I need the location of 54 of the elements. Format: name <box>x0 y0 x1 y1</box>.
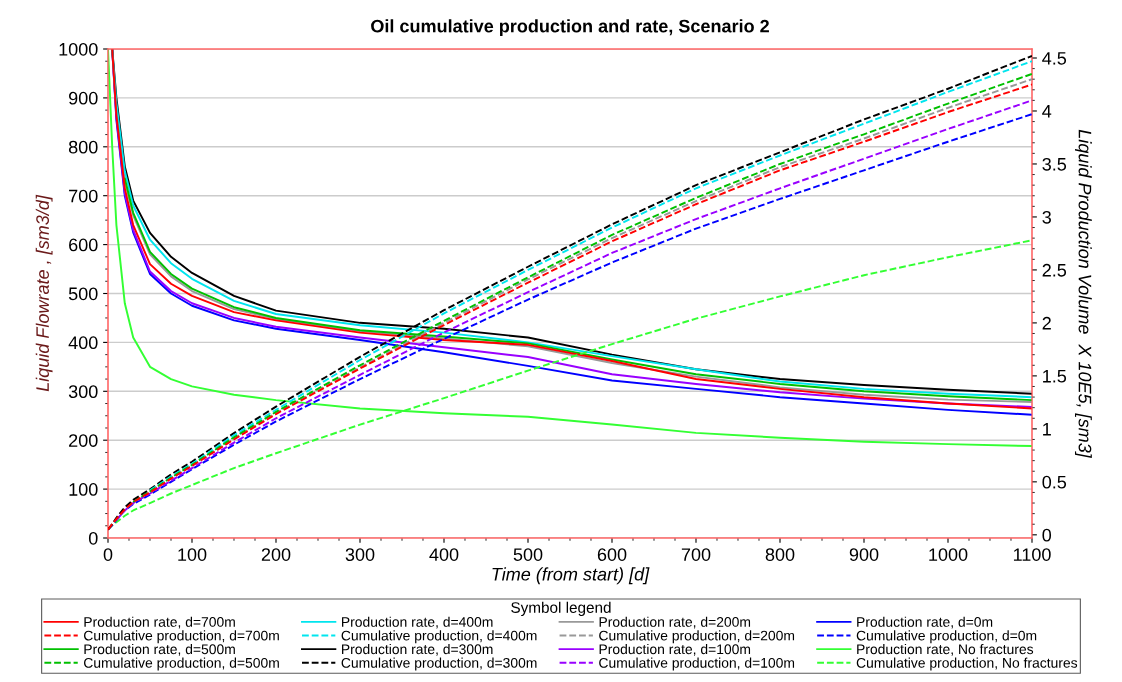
legend-label: Production rate, d=300m <box>342 643 493 656</box>
y2-tick-label: 0 <box>1042 528 1052 542</box>
y2-axis-title: Liquid Production Volume X 10E5, [sm3] <box>1074 129 1092 459</box>
y-tick-label: 700 <box>69 189 98 203</box>
x-axis-title: Time (from start) [d] <box>492 567 650 585</box>
y2-tick-label: 1.5 <box>1043 370 1067 383</box>
y-tick-label: 400 <box>68 336 98 350</box>
legend-label: Cumulative production, d=500m <box>84 657 279 671</box>
legend-label: Production rate, No fractures <box>857 643 1034 656</box>
legend-label: Cumulative production, d=0m <box>856 630 1037 644</box>
legend-label: Cumulative production, d=400m <box>341 630 537 644</box>
legend-title: Symbol legend <box>511 601 611 616</box>
x-tick-label: 300 <box>345 548 375 561</box>
x-tick-label: 100 <box>178 548 207 561</box>
x-tick-label: 600 <box>597 548 627 561</box>
legend-label: Cumulative production, d=200m <box>599 630 795 644</box>
y-tick-label: 900 <box>69 91 98 105</box>
x-tick-label: 200 <box>261 548 291 561</box>
y2-tick-label: 2.5 <box>1042 263 1067 277</box>
legend-label: Production rate, d=100m <box>599 643 751 656</box>
y-tick-label: 200 <box>69 434 98 447</box>
y2-tick-label: 3.5 <box>1042 157 1067 171</box>
legend-label: Cumulative production, d=100m <box>599 657 795 671</box>
x-tick-label: 800 <box>765 548 795 561</box>
y-tick-label: 300 <box>68 385 98 399</box>
x-tick-label: 500 <box>513 548 543 561</box>
x-tick-label: 400 <box>429 548 459 561</box>
legend-label: Production rate, d=200m <box>599 616 751 629</box>
legend-label: Production rate, d=0m <box>857 616 993 629</box>
y2-tick-label: 1 <box>1043 422 1051 436</box>
legend-label: Cumulative production, No fractures <box>856 657 1078 671</box>
y-tick-label: 600 <box>69 238 98 252</box>
x-tick-label: 900 <box>849 548 879 561</box>
y2-tick-label: 4.5 <box>1042 52 1067 65</box>
y-axis-title: Liquid Flowrate , [sm3/d] <box>35 194 53 392</box>
x-tick-label: 0 <box>103 548 113 561</box>
y2-tick-label: 2 <box>1042 316 1051 330</box>
legend-label: Production rate, d=400m <box>342 616 493 629</box>
x-tick-label: 700 <box>681 548 711 561</box>
legend-label: Cumulative production, d=700m <box>84 630 279 644</box>
y-tick-label: 500 <box>68 287 98 301</box>
x-tick-label: 1000 <box>929 548 968 561</box>
y-tick-label: 0 <box>88 531 98 545</box>
legend-label: Production rate, d=500m <box>84 643 235 656</box>
legend-label: Production rate, d=700m <box>84 616 235 629</box>
x-tick-label: 1100 <box>1013 548 1051 561</box>
y2-tick-label: 4 <box>1042 105 1052 118</box>
y-tick-label: 1000 <box>59 42 98 56</box>
y-tick-label: 100 <box>69 483 98 496</box>
y-tick-label: 800 <box>68 140 98 154</box>
chart-title: Oil cumulative production and rate, Scenario 2 <box>371 19 769 37</box>
legend-label: Cumulative production, d=300m <box>341 657 537 671</box>
y2-tick-label: 0.5 <box>1042 475 1067 489</box>
y2-tick-label: 3 <box>1042 210 1051 224</box>
